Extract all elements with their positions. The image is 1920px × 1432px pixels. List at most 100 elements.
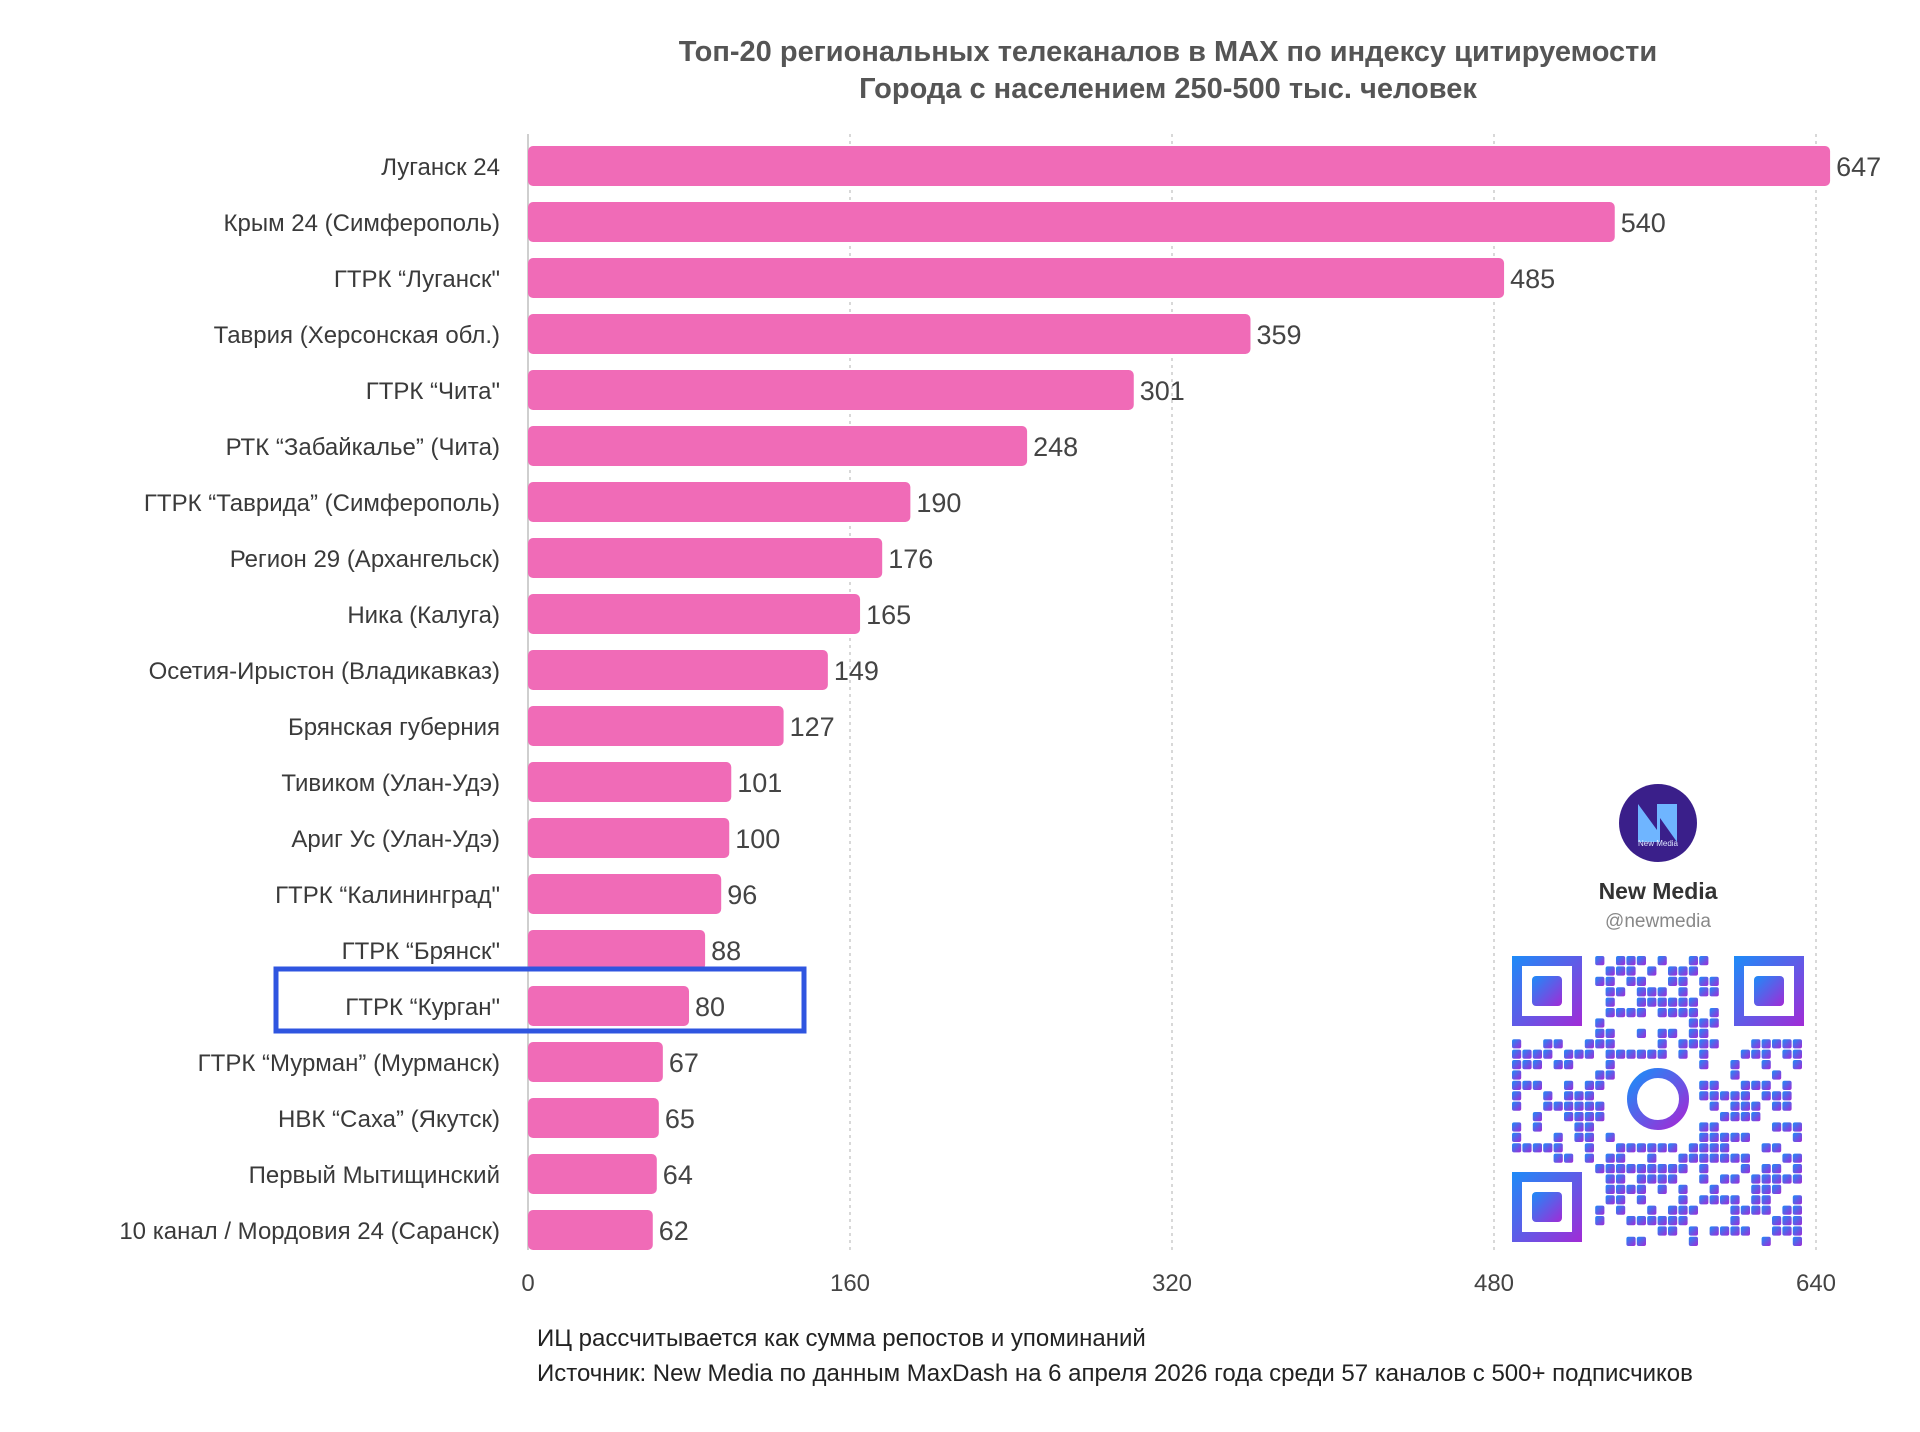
qr-module bbox=[1605, 1153, 1615, 1163]
qr-code[interactable] bbox=[1512, 956, 1804, 1246]
qr-module bbox=[1564, 1091, 1574, 1101]
qr-module bbox=[1616, 1195, 1626, 1205]
x-tick-label: 640 bbox=[1796, 1270, 1836, 1297]
qr-module bbox=[1792, 1236, 1802, 1246]
category-labels: Луганск 24 Крым 24 (Симферополь) ГТРК “Луг… bbox=[119, 154, 500, 1245]
qr-module bbox=[1761, 1184, 1771, 1194]
qr-module bbox=[1761, 1091, 1771, 1101]
qr-module bbox=[1792, 1216, 1802, 1226]
qr-module bbox=[1657, 1164, 1667, 1174]
qr-module bbox=[1678, 1205, 1688, 1215]
qr-module bbox=[1616, 966, 1626, 976]
qr-module bbox=[1699, 976, 1709, 986]
brand-block: New Media New Media @newmedia bbox=[1512, 784, 1804, 1246]
qr-module bbox=[1699, 956, 1709, 966]
qr-module bbox=[1647, 1143, 1657, 1153]
bar bbox=[528, 1154, 657, 1194]
qr-module bbox=[1699, 987, 1709, 997]
qr-module bbox=[1595, 1164, 1605, 1174]
category-label: РТК “Забайкалье” (Чита) bbox=[226, 434, 500, 461]
bar bbox=[528, 202, 1615, 242]
qr-module bbox=[1584, 1080, 1594, 1090]
x-tick-label: 160 bbox=[830, 1270, 870, 1297]
qr-module bbox=[1699, 1153, 1709, 1163]
qr-module bbox=[1657, 987, 1667, 997]
qr-module bbox=[1668, 1164, 1678, 1174]
qr-module bbox=[1678, 1164, 1688, 1174]
value-label: 176 bbox=[888, 544, 933, 574]
qr-module bbox=[1740, 1091, 1750, 1101]
qr-module bbox=[1751, 1112, 1761, 1122]
qr-module bbox=[1688, 1226, 1698, 1236]
bar bbox=[528, 314, 1251, 354]
qr-module bbox=[1678, 1216, 1688, 1226]
qr-module bbox=[1688, 1236, 1698, 1246]
qr-module bbox=[1709, 1018, 1719, 1028]
qr-module bbox=[1584, 1122, 1594, 1132]
qr-module bbox=[1522, 1143, 1532, 1153]
qr-module bbox=[1647, 1049, 1657, 1059]
qr-module bbox=[1636, 976, 1646, 986]
qr-module bbox=[1678, 1049, 1688, 1059]
value-label: 149 bbox=[834, 656, 879, 686]
qr-module bbox=[1584, 1153, 1594, 1163]
qr-module bbox=[1688, 966, 1698, 976]
qr-module bbox=[1761, 1164, 1771, 1174]
qr-module bbox=[1751, 1205, 1761, 1215]
qr-module bbox=[1792, 1205, 1802, 1215]
qr-module bbox=[1616, 1008, 1626, 1018]
category-label: ГТРК “Чита" bbox=[366, 378, 500, 405]
qr-module bbox=[1782, 1226, 1792, 1236]
qr-module bbox=[1636, 1049, 1646, 1059]
qr-module bbox=[1574, 1101, 1584, 1111]
qr-module bbox=[1720, 1143, 1730, 1153]
qr-module bbox=[1740, 1049, 1750, 1059]
qr-module bbox=[1532, 1122, 1542, 1132]
qr-module bbox=[1647, 997, 1657, 1007]
qr-module bbox=[1761, 1060, 1771, 1070]
value-label: 96 bbox=[727, 880, 757, 910]
category-label: ГТРК “Мурман” (Мурманск) bbox=[198, 1050, 500, 1077]
bar bbox=[528, 426, 1028, 466]
qr-module bbox=[1532, 1143, 1542, 1153]
qr-module bbox=[1730, 1195, 1740, 1205]
qr-module bbox=[1792, 1122, 1802, 1132]
qr-module bbox=[1688, 1018, 1698, 1028]
qr-module bbox=[1772, 1039, 1782, 1049]
value-label: 80 bbox=[695, 992, 725, 1022]
qr-module bbox=[1668, 976, 1678, 986]
qr-module bbox=[1699, 1164, 1709, 1174]
qr-module bbox=[1688, 1008, 1698, 1018]
new-media-logo: New Media bbox=[1619, 784, 1697, 862]
qr-module bbox=[1595, 1039, 1605, 1049]
qr-module bbox=[1553, 1039, 1563, 1049]
value-label: 248 bbox=[1033, 432, 1078, 462]
qr-module bbox=[1792, 1049, 1802, 1059]
qr-module bbox=[1605, 1060, 1615, 1070]
qr-module bbox=[1761, 1174, 1771, 1184]
qr-module bbox=[1730, 1174, 1740, 1184]
qr-module bbox=[1772, 1216, 1782, 1226]
qr-module bbox=[1709, 1195, 1719, 1205]
qr-module bbox=[1699, 1195, 1709, 1205]
qr-module bbox=[1605, 1195, 1615, 1205]
qr-module bbox=[1636, 987, 1646, 997]
qr-module bbox=[1740, 1101, 1750, 1111]
qr-module bbox=[1574, 1091, 1584, 1101]
qr-module bbox=[1678, 1195, 1688, 1205]
qr-module bbox=[1543, 1049, 1553, 1059]
qr-module bbox=[1720, 1174, 1730, 1184]
qr-module bbox=[1595, 1101, 1605, 1111]
bar bbox=[528, 650, 828, 690]
qr-module bbox=[1730, 1205, 1740, 1215]
qr-module bbox=[1522, 1049, 1532, 1059]
qr-module bbox=[1699, 1091, 1709, 1101]
qr-module bbox=[1626, 956, 1636, 966]
qr-module bbox=[1782, 1122, 1792, 1132]
qr-module bbox=[1512, 1132, 1522, 1142]
qr-module bbox=[1626, 1164, 1636, 1174]
qr-module bbox=[1532, 1080, 1542, 1090]
bar bbox=[528, 986, 689, 1026]
qr-module bbox=[1792, 1153, 1802, 1163]
qr-module bbox=[1730, 1070, 1740, 1080]
